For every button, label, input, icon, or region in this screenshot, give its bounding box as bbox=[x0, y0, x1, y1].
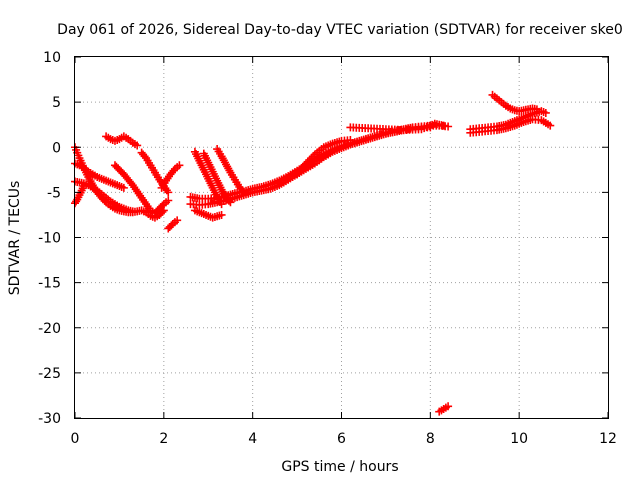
y-tick-labels: -30 -25 -20 -15 -10 -5 0 5 10 bbox=[38, 50, 61, 427]
data-point bbox=[79, 182, 88, 191]
series-arc3 bbox=[71, 177, 137, 216]
data-point bbox=[532, 105, 541, 114]
series-arc18 bbox=[435, 402, 453, 416]
data-point bbox=[239, 188, 248, 197]
series-arc6 bbox=[110, 161, 173, 218]
y-tick-label: -25 bbox=[38, 366, 61, 382]
series-arc17 bbox=[346, 119, 448, 135]
y-tick-label: -20 bbox=[38, 321, 61, 337]
data-point bbox=[119, 183, 128, 192]
series-arc12 bbox=[190, 206, 226, 222]
y-tick-label: 10 bbox=[43, 50, 61, 66]
y-tick-label: 0 bbox=[52, 140, 61, 156]
data-point bbox=[444, 122, 453, 131]
data-point bbox=[175, 161, 184, 170]
x-tick-label: 4 bbox=[248, 431, 257, 447]
y-tick-label: -5 bbox=[47, 185, 61, 201]
data-point bbox=[444, 402, 453, 411]
series-arc13 bbox=[190, 147, 226, 209]
series-arc9 bbox=[164, 216, 182, 233]
data-point bbox=[301, 159, 310, 168]
x-tick-labels: 0 2 4 6 8 10 12 bbox=[71, 431, 617, 447]
series-arc14 bbox=[199, 149, 235, 207]
grid bbox=[75, 57, 608, 418]
x-axis-label: GPS time / hours bbox=[281, 459, 398, 475]
y-tick-label: 5 bbox=[52, 95, 61, 111]
series-arc21 bbox=[488, 90, 541, 116]
y-axis-label: SDTVAR / TECUs bbox=[7, 181, 23, 296]
data-point bbox=[346, 136, 355, 145]
x-tick-label: 10 bbox=[510, 431, 528, 447]
data-point-interp bbox=[169, 166, 178, 175]
series-arc2 bbox=[71, 159, 128, 192]
data-point bbox=[226, 198, 235, 207]
y-tick-label: -30 bbox=[38, 411, 61, 427]
plot-frame bbox=[74, 56, 609, 419]
data-point bbox=[439, 121, 448, 130]
series-arc8 bbox=[157, 161, 184, 192]
chart-title: Day 061 of 2026, Sidereal Day-to-day VTE… bbox=[57, 22, 623, 38]
x-tick-label: 2 bbox=[159, 431, 168, 447]
series-arc20 bbox=[466, 115, 555, 137]
data-point bbox=[164, 196, 173, 205]
data-point bbox=[164, 188, 173, 197]
data-point-interp bbox=[305, 155, 314, 164]
data-point bbox=[217, 200, 226, 209]
data-series bbox=[71, 90, 555, 416]
data-point-interp bbox=[224, 196, 233, 205]
data-point-interp bbox=[303, 157, 312, 166]
y-tick-label: -15 bbox=[38, 276, 61, 292]
series-arc15 bbox=[213, 145, 248, 197]
data-point-interp bbox=[72, 197, 81, 206]
x-tick-label: 8 bbox=[426, 431, 435, 447]
data-point-interp bbox=[307, 154, 316, 163]
data-point-interp bbox=[309, 152, 318, 161]
data-point-interp bbox=[140, 152, 149, 161]
x-tick-label: 0 bbox=[71, 431, 80, 447]
data-point bbox=[541, 108, 550, 117]
x-tick-label: 12 bbox=[599, 431, 617, 447]
data-point bbox=[217, 210, 226, 219]
y-tick-label: -10 bbox=[38, 231, 61, 247]
data-point bbox=[133, 141, 142, 150]
data-point bbox=[173, 216, 182, 225]
series-arc7 bbox=[137, 148, 173, 197]
x-tick-label: 6 bbox=[337, 431, 346, 447]
data-point bbox=[128, 207, 137, 216]
data-point-interp bbox=[238, 186, 247, 195]
series-arc16 bbox=[293, 136, 355, 179]
data-point bbox=[546, 121, 555, 130]
series-arc5 bbox=[102, 132, 142, 150]
